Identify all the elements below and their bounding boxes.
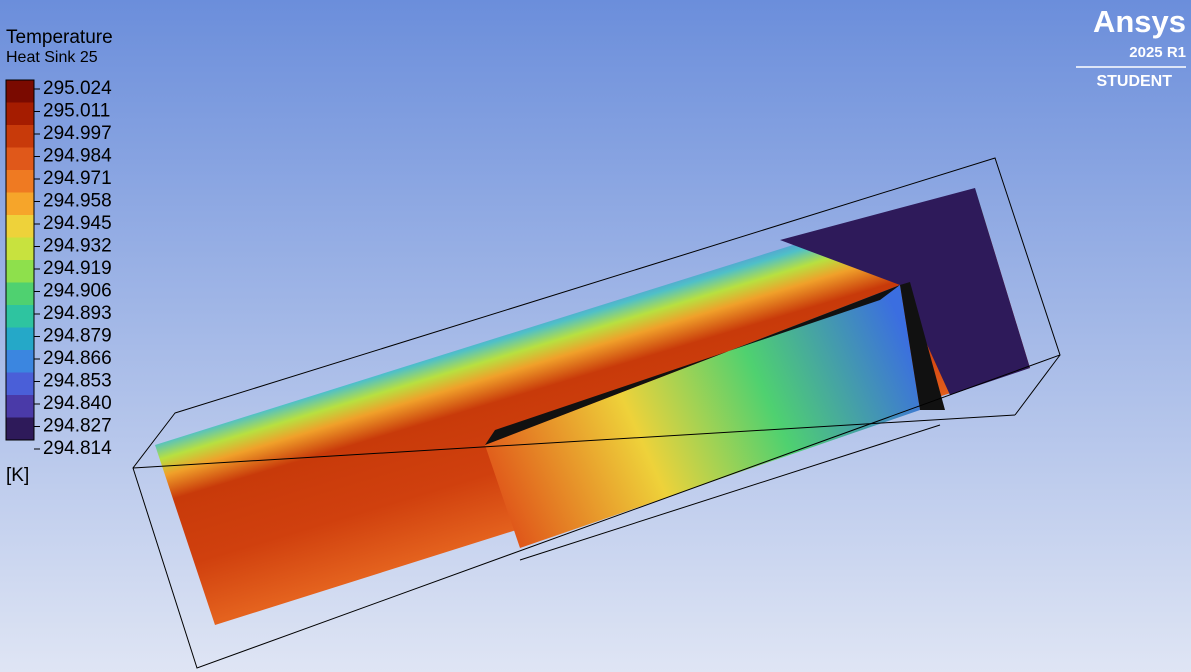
colorbar-label: 294.906 xyxy=(43,281,112,302)
colorbar-band xyxy=(6,170,34,193)
colorbar-band xyxy=(6,125,34,148)
colorbar-label: 294.997 xyxy=(43,123,112,144)
colorbar-band xyxy=(6,192,34,216)
colorbar-band xyxy=(6,237,34,261)
heat-sink-face xyxy=(485,285,920,548)
colorbar-band xyxy=(6,80,34,103)
heat-sink-side xyxy=(900,282,945,410)
colorbar-label: 294.827 xyxy=(43,416,112,437)
colorbar-band xyxy=(6,260,34,283)
colorbar-label: 294.814 xyxy=(43,438,112,459)
colorbar-label: 294.853 xyxy=(43,371,112,392)
colorbar-label: 294.958 xyxy=(43,191,112,212)
colorbar-label: 294.840 xyxy=(43,393,112,414)
logo-edition: STUDENT xyxy=(1096,73,1172,90)
colorbar-label: 294.879 xyxy=(43,326,112,347)
colorbar-label: 295.011 xyxy=(43,101,110,122)
colorbar-label: 294.945 xyxy=(43,213,112,234)
colorbar-label: 294.866 xyxy=(43,348,112,369)
logo: Ansys 2025 R1 STUDENT xyxy=(1076,4,1186,90)
colorbar-label: 294.971 xyxy=(43,168,112,189)
heat-sink-top xyxy=(485,285,900,445)
legend-subtitle: Heat Sink 25 xyxy=(6,49,98,66)
legend-title: Temperature xyxy=(6,27,113,48)
colorbar-band xyxy=(6,305,34,328)
colorbar-band xyxy=(6,417,34,441)
domain-outline xyxy=(132,157,1061,669)
colorbar-label: 294.893 xyxy=(43,303,112,324)
colorbar-band xyxy=(6,215,34,238)
colorbar-band xyxy=(6,350,34,373)
colorbar-label: 294.932 xyxy=(43,236,112,257)
colorbar-label: 295.024 xyxy=(43,78,112,99)
colorbar-band xyxy=(6,327,34,351)
model xyxy=(132,157,1061,669)
colorbar-frame xyxy=(5,79,35,441)
colorbar-label: 294.919 xyxy=(43,258,112,279)
logo-brand: Ansys xyxy=(1093,4,1186,39)
colorbar-band xyxy=(6,395,34,418)
logo-version: 2025 R1 xyxy=(1129,44,1186,61)
legend-unit: [K] xyxy=(6,465,29,486)
colorbar-band xyxy=(6,102,34,126)
colorbar-band xyxy=(6,372,34,396)
colorbar-band xyxy=(6,147,34,171)
colorbar-band xyxy=(6,282,34,306)
legend: Temperature Heat Sink 25 [K] 295.024295.… xyxy=(5,27,113,486)
colorbar-label: 294.984 xyxy=(43,146,112,167)
